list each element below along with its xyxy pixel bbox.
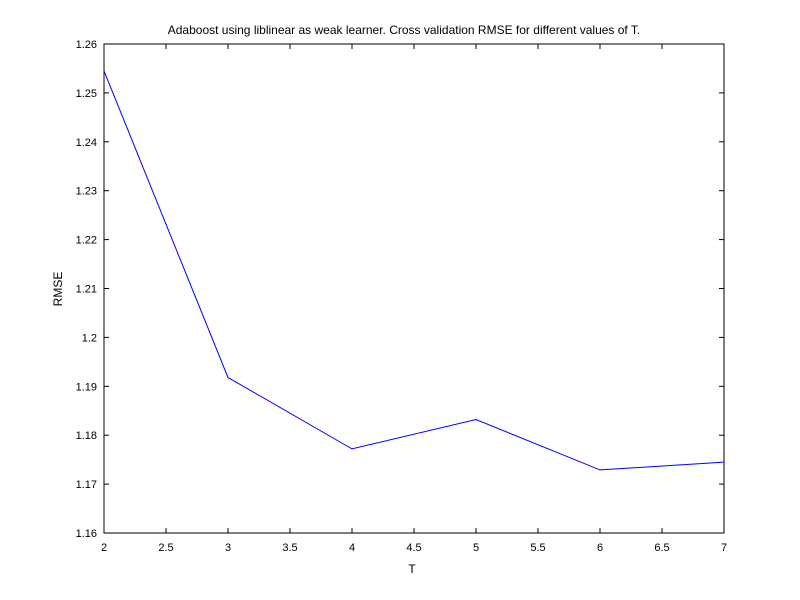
data-point xyxy=(475,418,477,421)
data-point xyxy=(599,469,601,471)
x-tick-label: 5 xyxy=(473,542,479,554)
y-tick-label: 1.17 xyxy=(76,479,97,491)
plot-area xyxy=(103,43,725,534)
x-tick-label: 6 xyxy=(597,542,603,554)
series-line xyxy=(103,70,725,471)
y-tick-label: 1.26 xyxy=(76,39,97,51)
data-point xyxy=(103,70,105,72)
data-point xyxy=(723,461,725,463)
y-tick-label: 1.23 xyxy=(76,186,97,198)
series-layer xyxy=(103,70,725,471)
x-tick-label: 2.5 xyxy=(158,542,173,554)
y-tick-label: 1.25 xyxy=(76,88,97,100)
x-tick-label: 2 xyxy=(101,542,107,554)
x-tick-label: 3.5 xyxy=(282,542,297,554)
y-tick-label: 1.16 xyxy=(76,528,97,540)
x-tick-label: 6.5 xyxy=(654,542,669,554)
x-tick-label: 7 xyxy=(721,542,727,554)
y-tick-label: 1.21 xyxy=(76,284,97,296)
y-axis-label: RMSE xyxy=(51,272,65,307)
data-point xyxy=(227,376,229,379)
axis-ticks: 2 2.5 3 3.5 4 4.5 5 5.5 6 6.5 7 1.16 1.17 1.18 1.19 1.2… xyxy=(76,39,727,554)
y-tick-label: 1.24 xyxy=(76,137,97,149)
y-tick-label: 1.19 xyxy=(76,381,97,393)
x-tick-label: 3 xyxy=(225,542,231,554)
chart-title: Adaboost using liblinear as weak learner… xyxy=(168,23,640,37)
x-axis-label: T xyxy=(408,562,416,576)
x-tick-label: 5.5 xyxy=(530,542,545,554)
y-tick-label: 1.22 xyxy=(76,235,97,247)
x-tick-label: 4.5 xyxy=(406,542,421,554)
data-point xyxy=(351,448,353,450)
y-tick-label: 1.18 xyxy=(76,430,97,442)
y-tick-label: 1.2 xyxy=(82,332,97,344)
x-tick-label: 4 xyxy=(349,542,355,554)
